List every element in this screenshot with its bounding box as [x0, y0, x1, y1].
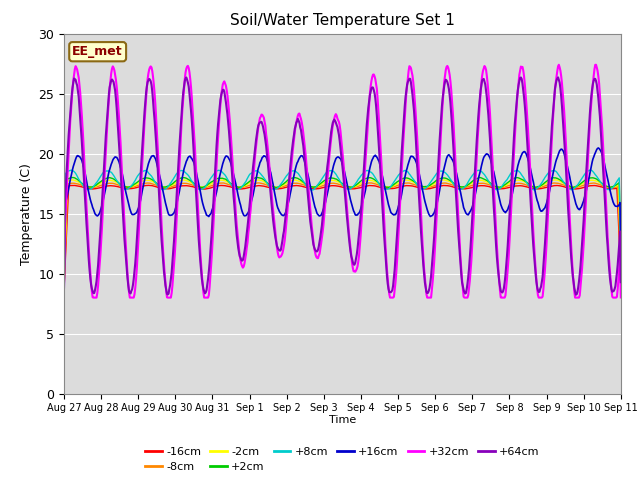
+32cm: [185, 65, 193, 71]
+8cm: [617, 261, 625, 266]
+16cm: [70, 161, 78, 167]
Line: +32cm: +32cm: [64, 65, 621, 298]
+16cm: [617, 247, 625, 252]
+32cm: [617, 295, 625, 300]
-8cm: [184, 181, 192, 187]
Line: +64cm: +64cm: [64, 77, 621, 295]
-8cm: [214, 181, 221, 187]
+8cm: [184, 172, 192, 178]
+32cm: [60, 285, 68, 290]
+8cm: [426, 180, 434, 185]
+64cm: [410, 108, 418, 114]
+16cm: [426, 214, 434, 219]
+32cm: [411, 98, 419, 104]
Line: +16cm: +16cm: [64, 148, 621, 300]
Line: -16cm: -16cm: [64, 185, 621, 290]
+64cm: [572, 292, 580, 298]
+16cm: [127, 211, 135, 216]
-16cm: [145, 182, 152, 188]
Title: Soil/Water Temperature Set 1: Soil/Water Temperature Set 1: [230, 13, 455, 28]
+2cm: [426, 182, 434, 188]
+16cm: [410, 155, 418, 161]
-2cm: [60, 285, 68, 291]
Line: -8cm: -8cm: [64, 183, 621, 289]
-16cm: [214, 183, 222, 189]
-2cm: [68, 177, 76, 183]
-16cm: [411, 184, 419, 190]
+32cm: [128, 295, 136, 300]
+2cm: [70, 175, 78, 180]
-8cm: [70, 180, 78, 186]
+32cm: [214, 134, 222, 140]
+8cm: [70, 168, 78, 174]
+8cm: [60, 260, 68, 265]
+8cm: [214, 168, 221, 174]
+64cm: [60, 269, 68, 275]
+32cm: [90, 295, 97, 300]
+16cm: [595, 145, 602, 151]
+2cm: [184, 177, 192, 182]
X-axis label: Time: Time: [329, 415, 356, 425]
+2cm: [127, 183, 135, 189]
+64cm: [426, 280, 434, 286]
+64cm: [184, 80, 192, 85]
+2cm: [617, 250, 625, 255]
+2cm: [60, 284, 68, 290]
+32cm: [70, 72, 78, 77]
-2cm: [428, 182, 435, 188]
+32cm: [555, 62, 563, 68]
+64cm: [214, 131, 221, 136]
+64cm: [617, 279, 625, 285]
-16cm: [70, 182, 78, 188]
+8cm: [410, 177, 418, 183]
+16cm: [214, 185, 221, 191]
-2cm: [71, 178, 79, 183]
+64cm: [554, 74, 562, 80]
Line: +2cm: +2cm: [64, 178, 621, 287]
+32cm: [428, 295, 435, 300]
+2cm: [410, 179, 418, 184]
-2cm: [214, 178, 222, 183]
-2cm: [617, 260, 625, 266]
+2cm: [214, 176, 221, 181]
+2cm: [476, 175, 484, 180]
+16cm: [184, 155, 192, 161]
-16cm: [428, 185, 435, 191]
-2cm: [185, 179, 193, 184]
-8cm: [127, 184, 135, 190]
-16cm: [617, 271, 625, 276]
-8cm: [617, 266, 625, 272]
Line: -2cm: -2cm: [64, 180, 621, 288]
+16cm: [60, 297, 68, 302]
+8cm: [127, 183, 135, 189]
-8cm: [411, 182, 419, 188]
Line: +8cm: +8cm: [64, 170, 621, 264]
-2cm: [411, 180, 419, 186]
-2cm: [128, 183, 136, 189]
+64cm: [127, 288, 135, 294]
-8cm: [60, 286, 68, 292]
-8cm: [428, 184, 435, 190]
+64cm: [70, 76, 78, 82]
-16cm: [185, 183, 193, 189]
-8cm: [255, 180, 262, 186]
Text: EE_met: EE_met: [72, 45, 123, 58]
+8cm: [587, 168, 595, 173]
Y-axis label: Temperature (C): Temperature (C): [20, 163, 33, 264]
Legend: -16cm, -8cm, -2cm, +2cm, +8cm, +16cm, +32cm, +64cm: -16cm, -8cm, -2cm, +2cm, +8cm, +16cm, +3…: [141, 443, 544, 477]
-16cm: [127, 186, 135, 192]
-16cm: [60, 287, 68, 293]
